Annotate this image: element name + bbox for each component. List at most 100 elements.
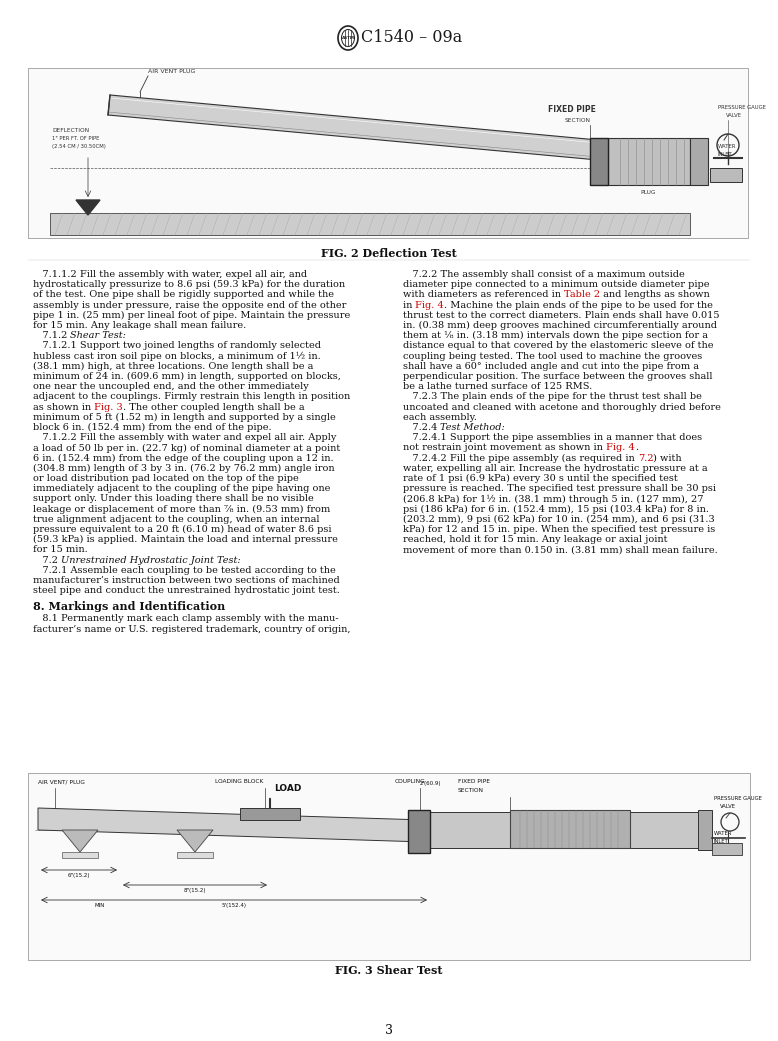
Text: psi (186 kPa) for 6 in. (152.4 mm), 15 psi (103.4 kPa) for 8 in.: psi (186 kPa) for 6 in. (152.4 mm), 15 p… [403, 505, 709, 513]
Text: shall have a 60° included angle and cut into the pipe from a: shall have a 60° included angle and cut … [403, 362, 699, 371]
Text: . The other coupled length shall be a: . The other coupled length shall be a [123, 403, 305, 411]
Text: pressure equivalent to a 20 ft (6.10 m) head of water 8.6 psi: pressure equivalent to a 20 ft (6.10 m) … [33, 525, 331, 534]
Text: movement of more than 0.150 in. (3.81 mm) shall mean failure.: movement of more than 0.150 in. (3.81 mm… [403, 545, 718, 555]
Text: (304.8 mm) length of 3 by 3 in. (76.2 by 76.2 mm) angle iron: (304.8 mm) length of 3 by 3 in. (76.2 by… [33, 464, 335, 473]
Text: 8.1 Permanently mark each clamp assembly with the manu-: 8.1 Permanently mark each clamp assembly… [33, 614, 338, 624]
Text: DEFLECTION: DEFLECTION [52, 128, 89, 133]
Text: 7.1.2.2 Fill the assembly with water and expel all air. Apply: 7.1.2.2 Fill the assembly with water and… [33, 433, 336, 442]
Text: kPa) for 12 and 15 in. pipe. When the specified test pressure is: kPa) for 12 and 15 in. pipe. When the sp… [403, 525, 715, 534]
Text: as shown in: as shown in [33, 403, 94, 411]
Text: 8. Markings and Identification: 8. Markings and Identification [33, 602, 226, 612]
Text: SECTION: SECTION [458, 788, 484, 793]
Text: not restrain joint movement as shown in: not restrain joint movement as shown in [403, 443, 606, 453]
Text: manufacturer’s instruction between two sections of machined: manufacturer’s instruction between two s… [33, 576, 340, 585]
Text: in. (0.38 mm) deep grooves machined circumferentially around: in. (0.38 mm) deep grooves machined circ… [403, 321, 717, 330]
Text: facturer’s name or U.S. registered trademark, country of origin,: facturer’s name or U.S. registered trade… [33, 625, 351, 634]
Text: 1" PER FT. OF PIPE: 1" PER FT. OF PIPE [52, 136, 100, 141]
Text: 7.1.1.2 Fill the assembly with water, expel all air, and: 7.1.1.2 Fill the assembly with water, ex… [33, 270, 307, 279]
Bar [62, 852, 98, 858]
Text: one near the uncoupled end, and the other immediately: one near the uncoupled end, and the othe… [33, 382, 309, 391]
Bar [50, 213, 690, 235]
Polygon shape [62, 830, 98, 852]
Text: (59.3 kPa) is applied. Maintain the load and internal pressure: (59.3 kPa) is applied. Maintain the load… [33, 535, 338, 544]
Text: block 6 in. (152.4 mm) from the end of the pipe.: block 6 in. (152.4 mm) from the end of t… [33, 423, 272, 432]
Text: 7.1.2: 7.1.2 [33, 331, 71, 340]
Text: FIG. 2 Deflection Test: FIG. 2 Deflection Test [321, 248, 457, 259]
Text: VALVE: VALVE [720, 804, 736, 809]
Text: minimum of 24 in. (609.6 mm) in length, supported on blocks,: minimum of 24 in. (609.6 mm) in length, … [33, 372, 341, 381]
Text: 7.2: 7.2 [638, 454, 654, 462]
Text: minimum of 5 ft (1.52 m) in length and supported by a single: minimum of 5 ft (1.52 m) in length and s… [33, 413, 336, 422]
Text: 6 in. (152.4 mm) from the edge of the coupling upon a 12 in.: 6 in. (152.4 mm) from the edge of the co… [33, 454, 334, 463]
Text: . Machine the plain ends of the pipe to be used for the: . Machine the plain ends of the pipe to … [444, 301, 713, 309]
Text: or load distribution pad located on the top of the pipe: or load distribution pad located on the … [33, 474, 299, 483]
Text: MIN: MIN [95, 903, 105, 908]
Text: AIR VENT PLUG: AIR VENT PLUG [148, 69, 195, 74]
Text: with diameters as referenced in: with diameters as referenced in [403, 290, 564, 300]
Text: of the test. One pipe shall be rigidly supported and while the: of the test. One pipe shall be rigidly s… [33, 290, 334, 300]
Text: INLET: INLET [718, 152, 733, 157]
Text: 7.2.4.2 Fill the pipe assembly (as required in: 7.2.4.2 Fill the pipe assembly (as requi… [403, 454, 638, 463]
Bar [28, 68, 748, 238]
Polygon shape [76, 200, 100, 215]
Text: 2'(60.9): 2'(60.9) [419, 781, 441, 786]
Text: Fig. 4: Fig. 4 [415, 301, 444, 309]
Bar [710, 168, 742, 182]
Polygon shape [177, 830, 213, 852]
Text: rate of 1 psi (6.9 kPa) every 30 s until the specified test: rate of 1 psi (6.9 kPa) every 30 s until… [403, 474, 678, 483]
Polygon shape [108, 95, 598, 160]
Text: FIXED PIPE: FIXED PIPE [548, 105, 596, 115]
Text: ) with: ) with [654, 454, 682, 462]
Text: water, expelling all air. Increase the hydrostatic pressure at a: water, expelling all air. Increase the h… [403, 464, 708, 473]
Bar [590, 138, 608, 185]
Text: .: . [635, 443, 638, 453]
Text: 6"(15.2): 6"(15.2) [68, 873, 90, 878]
Text: 7.2.2 The assembly shall consist of a maximum outside: 7.2.2 The assembly shall consist of a ma… [403, 270, 685, 279]
Text: a load of 50 lb per in. (22.7 kg) of nominal diameter at a point: a load of 50 lb per in. (22.7 kg) of nom… [33, 443, 340, 453]
Text: them at ⅛ in. (3.18 mm) intervals down the pipe section for a: them at ⅛ in. (3.18 mm) intervals down t… [403, 331, 708, 340]
Text: 5'(152.4): 5'(152.4) [222, 903, 247, 908]
Text: reached, hold it for 15 min. Any leakage or axial joint: reached, hold it for 15 min. Any leakage… [403, 535, 668, 544]
Bar [410, 812, 700, 848]
Text: 7.2.1 Assemble each coupling to be tested according to the: 7.2.1 Assemble each coupling to be teste… [33, 566, 336, 575]
Text: pressure is reached. The specified test pressure shall be 30 psi: pressure is reached. The specified test … [403, 484, 716, 493]
Text: INLET: INLET [714, 839, 729, 844]
Text: hydrostatically pressurize to 8.6 psi (59.3 kPa) for the duration: hydrostatically pressurize to 8.6 psi (5… [33, 280, 345, 289]
Text: VALVE: VALVE [726, 113, 742, 118]
Text: Unrestrained Hydrostatic Joint Test:: Unrestrained Hydrostatic Joint Test: [61, 556, 240, 564]
Text: LOAD: LOAD [274, 784, 301, 793]
Text: FIXED PIPE: FIXED PIPE [458, 779, 490, 784]
Text: for 15 min.: for 15 min. [33, 545, 88, 555]
Bar [712, 843, 742, 855]
Text: Shear Test:: Shear Test: [71, 331, 126, 340]
Text: assembly is under pressure, raise the opposite end of the other: assembly is under pressure, raise the op… [33, 301, 346, 309]
Text: FIG. 3 Shear Test: FIG. 3 Shear Test [335, 965, 443, 976]
Text: uncoated and cleaned with acetone and thoroughly dried before: uncoated and cleaned with acetone and th… [403, 403, 721, 411]
Text: (203.2 mm), 9 psi (62 kPa) for 10 in. (254 mm), and 6 psi (31.3: (203.2 mm), 9 psi (62 kPa) for 10 in. (2… [403, 515, 715, 524]
Text: and lengths as shown: and lengths as shown [601, 290, 710, 300]
Polygon shape [38, 808, 425, 842]
Text: thrust test to the correct diameters. Plain ends shall have 0.015: thrust test to the correct diameters. Pl… [403, 311, 720, 320]
Text: 8"(15.2): 8"(15.2) [184, 888, 206, 893]
Text: 7.2.4.1 Support the pipe assemblies in a manner that does: 7.2.4.1 Support the pipe assemblies in a… [403, 433, 702, 442]
Bar [28, 773, 750, 960]
Bar [510, 810, 630, 848]
Text: be a lathe turned surface of 125 RMS.: be a lathe turned surface of 125 RMS. [403, 382, 592, 391]
Bar [698, 810, 712, 850]
Text: (38.1 mm) high, at three locations. One length shall be a: (38.1 mm) high, at three locations. One … [33, 362, 314, 371]
Text: WATER: WATER [718, 144, 736, 149]
Text: AIR VENT/ PLUG: AIR VENT/ PLUG [38, 779, 85, 784]
Text: PLUG: PLUG [640, 191, 656, 195]
Text: Table 2: Table 2 [564, 290, 601, 300]
Text: 3: 3 [385, 1023, 393, 1037]
Text: pipe 1 in. (25 mm) per lineal foot of pipe. Maintain the pressure: pipe 1 in. (25 mm) per lineal foot of pi… [33, 311, 350, 320]
Text: diameter pipe connected to a minimum outside diameter pipe: diameter pipe connected to a minimum out… [403, 280, 710, 289]
Text: immediately adjacent to the coupling of the pipe having one: immediately adjacent to the coupling of … [33, 484, 331, 493]
Text: SECTION: SECTION [565, 118, 591, 123]
Text: PRESSURE GAUGE: PRESSURE GAUGE [718, 105, 766, 110]
Text: steel pipe and conduct the unrestrained hydrostatic joint test.: steel pipe and conduct the unrestrained … [33, 586, 340, 595]
Bar [177, 852, 213, 858]
Text: 7.1.2.1 Support two joined lengths of randomly selected: 7.1.2.1 Support two joined lengths of ra… [33, 341, 321, 351]
Text: PRESSURE GAUGE: PRESSURE GAUGE [714, 796, 762, 801]
Text: perpendicular position. The surface between the grooves shall: perpendicular position. The surface betw… [403, 372, 713, 381]
